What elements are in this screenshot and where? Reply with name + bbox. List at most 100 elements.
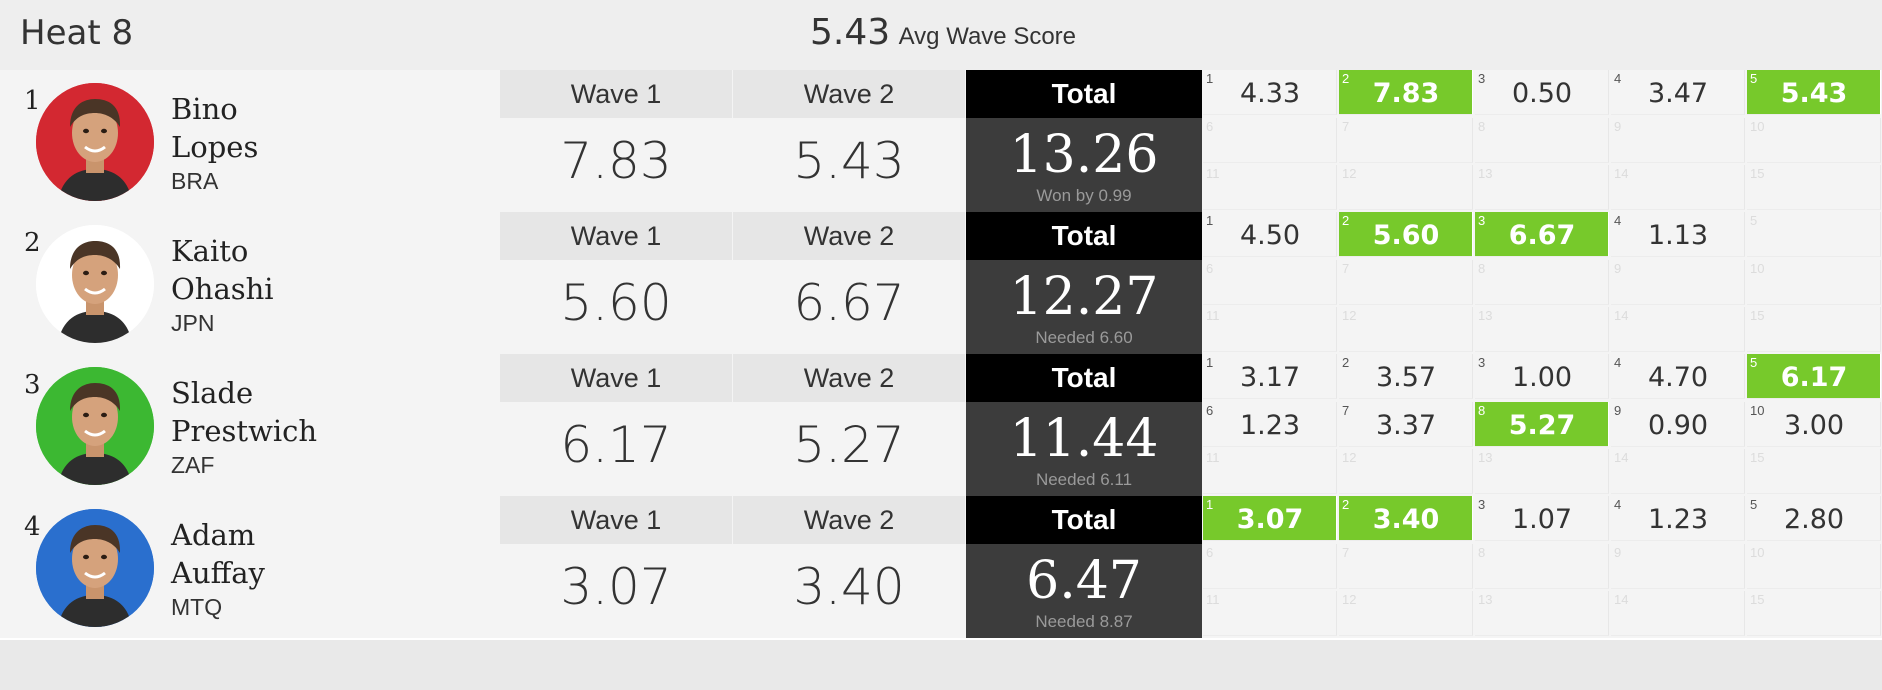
best-wave1-header: Wave 1 bbox=[500, 212, 732, 260]
wave-number: 4 bbox=[1614, 71, 1622, 86]
avg-wave-score-label: Avg Wave Score bbox=[898, 23, 1077, 50]
wave-score: 1.13 bbox=[1647, 220, 1709, 251]
wave-slot-number: 15 bbox=[1750, 308, 1765, 323]
wave-cell[interactable]: 7 3.37 bbox=[1339, 402, 1473, 447]
wave-cell[interactable]: 8 5.27 bbox=[1475, 402, 1609, 447]
surfer-first-name: Slade bbox=[171, 376, 254, 410]
surfer-portrait-icon bbox=[36, 83, 154, 201]
best-wave2-score: 3.40 bbox=[793, 558, 905, 616]
best-wave2-column: Wave 2 3.40 bbox=[733, 496, 965, 638]
wave-cell[interactable]: 6 1.23 bbox=[1203, 402, 1337, 447]
total-column: Total 6.47 Needed 8.87 bbox=[966, 496, 1202, 638]
wave-cell[interactable]: 3 1.00 bbox=[1475, 354, 1609, 399]
wave-score: 3.37 bbox=[1375, 410, 1437, 441]
wave-cell[interactable]: 2 3.40 bbox=[1339, 496, 1473, 541]
empty-wave-cell: 9 bbox=[1611, 260, 1745, 305]
wave-slot-number: 15 bbox=[1750, 166, 1765, 181]
wave-number: 2 bbox=[1342, 71, 1350, 86]
surfer-name: Bino Lopes bbox=[171, 90, 258, 166]
wave-cell[interactable]: 5 5.43 bbox=[1747, 70, 1881, 115]
wave-slot-number: 8 bbox=[1478, 261, 1486, 276]
row-divider bbox=[0, 638, 1882, 640]
wave-cell[interactable]: 10 3.00 bbox=[1747, 402, 1881, 447]
wave-cell[interactable]: 2 3.57 bbox=[1339, 354, 1473, 399]
empty-wave-cell: 9 bbox=[1611, 544, 1745, 589]
wave-slot-number: 11 bbox=[1206, 450, 1220, 465]
empty-wave-cell: 9 bbox=[1611, 118, 1745, 163]
best-wave1-header: Wave 1 bbox=[500, 496, 732, 544]
total-column: Total 12.27 Needed 6.60 bbox=[966, 212, 1202, 354]
wave-score: 0.50 bbox=[1511, 78, 1573, 109]
wave-score: 5.60 bbox=[1372, 220, 1440, 251]
footer-bar bbox=[0, 640, 1882, 690]
best-wave1-header: Wave 1 bbox=[500, 354, 732, 402]
empty-wave-cell: 6 bbox=[1203, 544, 1337, 589]
wave-slot-number: 5 bbox=[1750, 213, 1758, 228]
wave-slot-number: 10 bbox=[1750, 261, 1765, 276]
wave-score: 1.07 bbox=[1511, 504, 1573, 535]
wave-cell[interactable]: 5 6.17 bbox=[1747, 354, 1881, 399]
total-header: Total bbox=[966, 212, 1202, 260]
wave-score: 3.47 bbox=[1647, 78, 1709, 109]
heat-header: Heat 8 5.43 Avg Wave Score bbox=[0, 0, 1882, 68]
best-wave2-column: Wave 2 5.43 bbox=[733, 70, 965, 212]
empty-wave-cell: 8 bbox=[1475, 544, 1609, 589]
wave-number: 3 bbox=[1478, 355, 1486, 370]
wave-number: 6 bbox=[1206, 403, 1214, 418]
wave-slot-number: 9 bbox=[1614, 261, 1622, 276]
best-wave2-score: 5.27 bbox=[793, 416, 905, 474]
avatar bbox=[36, 367, 154, 485]
wave-cell[interactable]: 4 3.47 bbox=[1611, 70, 1745, 115]
wave-cell[interactable]: 4 1.13 bbox=[1611, 212, 1745, 257]
surfer-country: BRA bbox=[171, 168, 219, 194]
wave-slot-number: 11 bbox=[1206, 308, 1220, 323]
wave-slot-number: 12 bbox=[1342, 592, 1357, 607]
total-header: Total bbox=[966, 496, 1202, 544]
empty-wave-cell: 15 bbox=[1747, 591, 1881, 636]
surfer-name: Slade Prestwich bbox=[171, 374, 317, 450]
wave-number: 4 bbox=[1614, 213, 1622, 228]
wave-score: 3.40 bbox=[1372, 504, 1440, 535]
surfer-portrait-icon bbox=[36, 367, 154, 485]
wave-cell[interactable]: 5 2.80 bbox=[1747, 496, 1881, 541]
empty-wave-cell: 7 bbox=[1339, 260, 1473, 305]
empty-wave-cell: 12 bbox=[1339, 449, 1473, 494]
wave-cell[interactable]: 2 7.83 bbox=[1339, 70, 1473, 115]
wave-number: 4 bbox=[1614, 355, 1622, 370]
surfer-row: 4 Adam Auffay MTQ Wave 1 3.07 Wave 2 3.40 Total 6… bbox=[0, 496, 1882, 638]
wave-cell[interactable]: 1 4.33 bbox=[1203, 70, 1337, 115]
wave-cell[interactable]: 2 5.60 bbox=[1339, 212, 1473, 257]
wave-slot-number: 11 bbox=[1206, 592, 1220, 607]
wave-number: 1 bbox=[1206, 71, 1214, 86]
total-note: Won by 0.99 bbox=[1036, 186, 1132, 205]
wave-cell[interactable]: 1 3.07 bbox=[1203, 496, 1337, 541]
wave-cell[interactable]: 1 4.50 bbox=[1203, 212, 1337, 257]
wave-slot-number: 14 bbox=[1614, 166, 1629, 181]
empty-wave-cell: 14 bbox=[1611, 449, 1745, 494]
wave-number: 8 bbox=[1478, 403, 1486, 418]
wave-cell[interactable]: 4 4.70 bbox=[1611, 354, 1745, 399]
wave-slot-number: 13 bbox=[1478, 308, 1493, 323]
empty-wave-cell: 13 bbox=[1475, 591, 1609, 636]
empty-wave-cell: 12 bbox=[1339, 307, 1473, 352]
surfer-rank: 2 bbox=[24, 228, 41, 258]
wave-score: 3.07 bbox=[1236, 504, 1304, 535]
wave-cell[interactable]: 9 0.90 bbox=[1611, 402, 1745, 447]
empty-wave-cell: 8 bbox=[1475, 118, 1609, 163]
wave-slot-number: 6 bbox=[1206, 119, 1214, 134]
wave-cell[interactable]: 4 1.23 bbox=[1611, 496, 1745, 541]
wave-cell[interactable]: 3 0.50 bbox=[1475, 70, 1609, 115]
wave-slot-number: 12 bbox=[1342, 166, 1357, 181]
wave-cell[interactable]: 3 1.07 bbox=[1475, 496, 1609, 541]
wave-cell[interactable]: 1 3.17 bbox=[1203, 354, 1337, 399]
total-note: Needed 8.87 bbox=[1035, 612, 1133, 631]
best-wave2-column: Wave 2 6.67 bbox=[733, 212, 965, 354]
surfer-last-name: Lopes bbox=[171, 130, 259, 164]
empty-wave-cell: 10 bbox=[1747, 544, 1881, 589]
wave-cell[interactable]: 3 6.67 bbox=[1475, 212, 1609, 257]
empty-wave-cell: 11 bbox=[1203, 449, 1337, 494]
wave-slot-number: 6 bbox=[1206, 545, 1214, 560]
wave-slot-number: 10 bbox=[1750, 119, 1765, 134]
wave-number: 4 bbox=[1614, 497, 1622, 512]
wave-slot-number: 13 bbox=[1478, 592, 1493, 607]
